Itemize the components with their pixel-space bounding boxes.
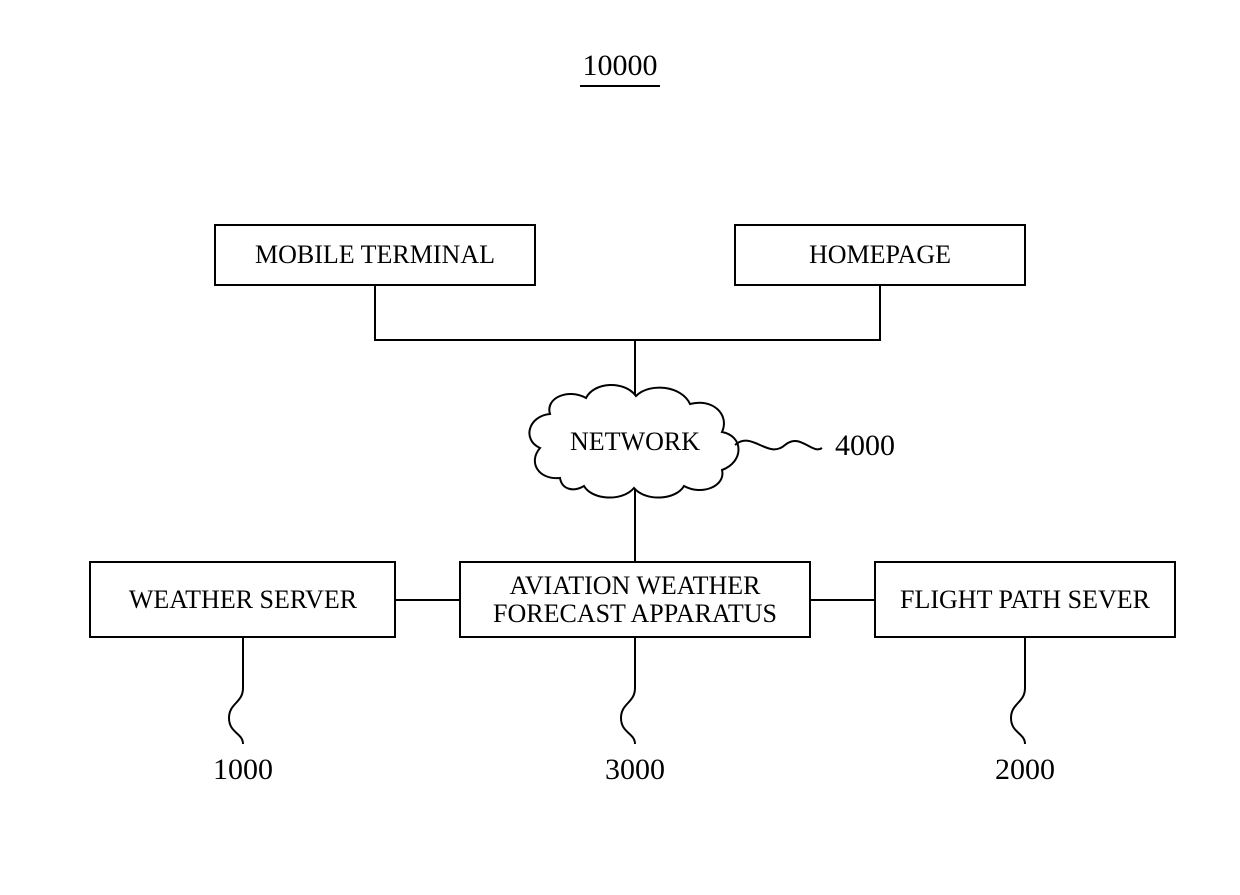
leader-4000 <box>735 441 822 450</box>
node-weather-label: WEATHER SERVER <box>129 585 358 614</box>
diagram-title: 10000 <box>580 49 660 86</box>
edge-mobile-network <box>375 285 635 397</box>
node-flight-label: FLIGHT PATH SEVER <box>900 585 1151 614</box>
leader-1000 <box>229 637 243 744</box>
node-homepage: HOMEPAGE <box>735 225 1025 285</box>
node-network-label: NETWORK <box>570 427 700 456</box>
node-mobile-label: MOBILE TERMINAL <box>255 240 495 269</box>
edge-homepage-network <box>635 285 880 340</box>
leader-2000 <box>1011 637 1025 744</box>
node-aviation-label-line2: FORECAST APPARATUS <box>493 599 777 628</box>
node-aviation-apparatus: AVIATION WEATHER FORECAST APPARATUS <box>460 562 810 637</box>
node-aviation-label-line1: AVIATION WEATHER <box>509 571 761 600</box>
node-flight-server: FLIGHT PATH SEVER <box>875 562 1175 637</box>
title-text: 10000 <box>583 49 658 82</box>
ref-2000: 2000 <box>995 753 1055 786</box>
node-weather-server: WEATHER SERVER <box>90 562 395 637</box>
leader-3000 <box>621 637 635 744</box>
diagram-canvas: 10000 MOBILE TERMINAL HOMEPAGE NETWORK W… <box>0 0 1240 895</box>
ref-1000: 1000 <box>213 753 273 786</box>
node-homepage-label: HOMEPAGE <box>809 240 951 269</box>
node-mobile-terminal: MOBILE TERMINAL <box>215 225 535 285</box>
ref-4000: 4000 <box>835 429 895 462</box>
node-network: NETWORK <box>529 385 738 498</box>
ref-3000: 3000 <box>605 753 665 786</box>
